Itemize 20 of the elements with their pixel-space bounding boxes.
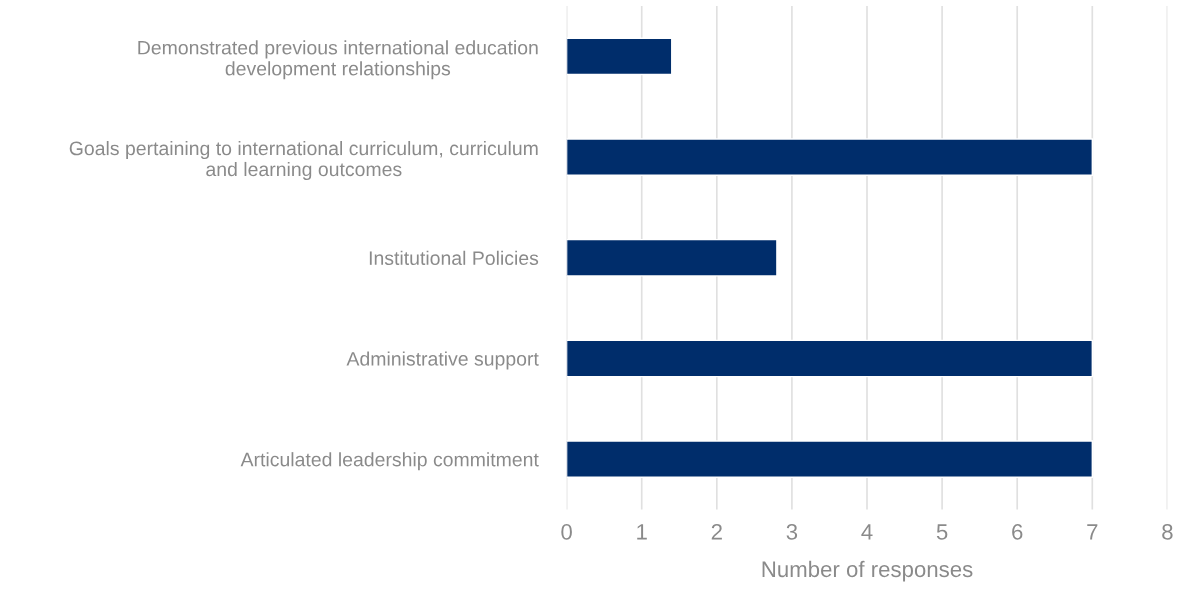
x-tick-label: 5 bbox=[936, 524, 948, 540]
bar bbox=[566, 440, 1093, 479]
x-tick-label: 3 bbox=[786, 524, 798, 540]
bar bbox=[566, 339, 1093, 378]
x-tick-label: 2 bbox=[711, 524, 722, 540]
y-tick-label: Articulated leadership commitment bbox=[240, 452, 539, 471]
y-tick-label: Administrative support bbox=[346, 351, 539, 370]
x-tick-label: 0 bbox=[561, 524, 572, 540]
bar bbox=[566, 238, 778, 277]
x-tick-label: 4 bbox=[861, 524, 873, 540]
bar bbox=[566, 37, 673, 76]
x-tick-label: 6 bbox=[1012, 524, 1023, 540]
y-tick-label: Goals pertaining to international curriculum, curriculum and learning outcomes bbox=[69, 140, 538, 181]
y-tick-label: Demonstrated previous international education development relationships bbox=[138, 40, 538, 80]
x-tick-label: 8 bbox=[1162, 524, 1173, 540]
x-axis-title: Number of responses bbox=[762, 560, 973, 582]
x-tick-label: 1 bbox=[637, 524, 647, 540]
bar bbox=[566, 138, 1093, 176]
y-tick-label: Institutional Policies bbox=[369, 250, 539, 266]
x-tick-label: 7 bbox=[1087, 524, 1098, 540]
